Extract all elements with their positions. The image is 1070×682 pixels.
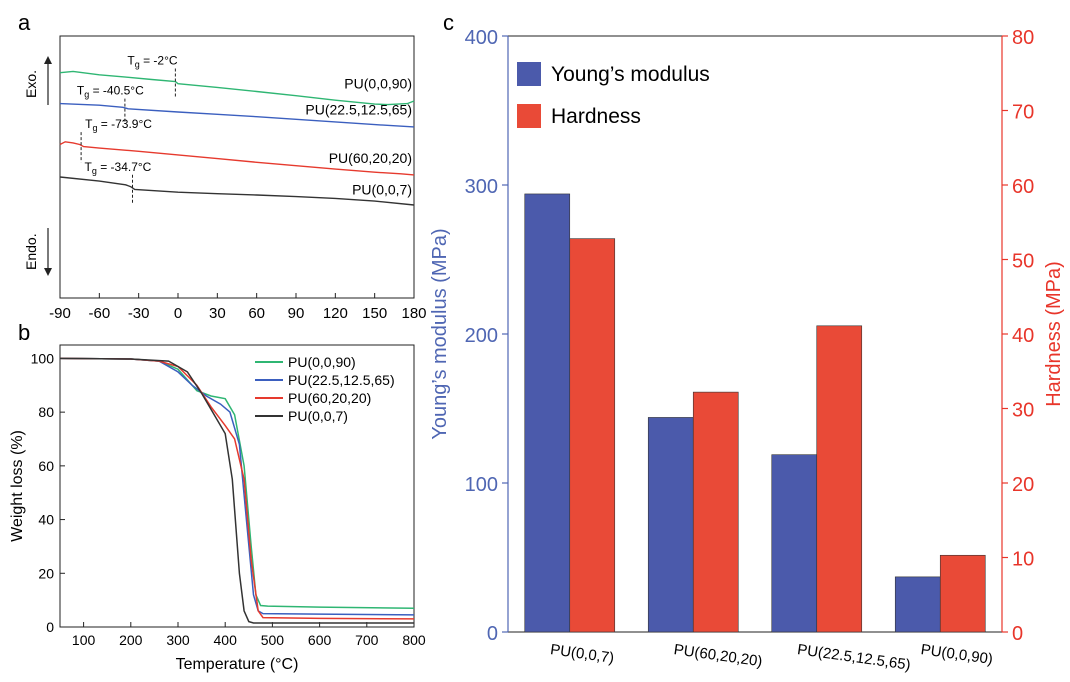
c-right-tick-label: 10 [1012,549,1034,571]
panel-c-right-ylabel: Hardness (MPa) [1043,261,1065,407]
b-y-tick-label: 80 [38,404,54,420]
b-legend-label: PU(0,0,90) [288,354,356,370]
c-category-label: PU(0,0,7) [549,641,615,667]
a-x-tick-label: 180 [401,305,426,322]
c-legend-label: Hardness [551,105,641,128]
a-curve-pu-0-0-90 [59,70,415,106]
a-x-tick-label: 0 [174,305,182,322]
b-y-tick-label: 20 [38,565,54,581]
a-series-label: PU(22.5,12.5,65) [305,102,412,118]
panel-a-letter: a [18,10,31,35]
b-curve-pu-0-0-7 [59,357,414,624]
a-x-tick-label: 120 [323,305,348,322]
panel-c-left-ylabel: Young’s modulus (MPa) [429,228,451,439]
panel-c-letter: c [443,10,454,35]
a-x-tick-label: -90 [49,305,71,322]
panel-b-tga-chart: 100 200 300 400 500 600 700 800 0 20 40 60 80 100 PU(… [9,344,426,673]
c-legend-swatch [517,104,541,128]
c-left-tick-label: 400 [465,27,498,49]
panel-a-dsc-chart: -90 -60 -30 0 30 60 90 120 150 180 PU(0,0,90) Tg =… [23,35,427,322]
b-curve-pu-60-20-20 [59,357,415,620]
c-bar-young-s-modulus-pu-0-0-90 [894,576,941,633]
c-bar-hardness-pu-0-0-90 [939,554,986,633]
a-curve-pu-22-5-12-5-65 [59,102,415,128]
panel-b-letter: b [18,320,30,345]
b-x-tick-label: 600 [308,632,332,648]
b-y-tick-label: 0 [46,619,54,635]
panel-a-frame [59,35,415,299]
c-left-tick-label: 200 [465,325,498,347]
b-curve-pu-0-0-90 [59,357,415,609]
c-category-label: PU(0,0,90) [920,641,994,668]
a-series-label: PU(60,20,20) [329,150,412,166]
a-tg-annotation: Tg = -2°C [127,53,178,69]
b-x-tick-label: 300 [166,632,190,648]
a-x-tick-label: 90 [288,305,305,322]
c-category-label: PU(60,20,20) [673,641,764,670]
c-right-tick-label: 70 [1012,102,1034,124]
c-bar-young-s-modulus-pu-60-20-20 [647,417,694,633]
a-x-tick-label: -60 [88,305,110,322]
c-left-tick-label: 100 [465,474,498,496]
panel-b-ylabel: Weight loss (%) [9,430,26,542]
a-tg-annotation: Tg = -73.9°C [85,117,152,133]
b-x-tick-label: 400 [214,632,238,648]
panel-b-xlabel: Temperature (°C) [176,656,299,673]
a-tg-annotation: Tg = -34.7°C [85,160,152,176]
c-bar-young-s-modulus-pu-0-0-7 [524,193,571,633]
c-right-tick-label: 50 [1012,251,1034,273]
a-curve-pu-0-0-7 [59,176,415,206]
a-series-label: PU(0,0,90) [344,75,412,91]
b-x-tick-label: 800 [402,632,426,648]
c-right-tick-label: 20 [1012,474,1034,496]
c-left-tick-label: 300 [465,176,498,198]
b-curve-pu-22-5-12-5-65 [59,357,415,616]
b-x-tick-label: 500 [261,632,285,648]
c-bar-young-s-modulus-pu-22-5-12-5-65 [771,454,818,633]
a-curve-pu-60-20-20 [59,141,415,176]
a-x-tick-label: 30 [209,305,226,322]
b-x-tick-label: 100 [72,632,96,648]
b-legend-label: PU(60,20,20) [288,390,371,406]
b-y-tick-label: 100 [31,350,55,366]
c-legend-label: Young’s modulus [551,63,710,86]
c-category-label: PU(22.5,12.5,65) [796,641,912,674]
a-x-tick-label: 150 [362,305,387,322]
a-x-tick-label: -30 [128,305,150,322]
c-bar-hardness-pu-0-0-7 [569,238,616,633]
b-legend-label: PU(22.5,12.5,65) [288,372,395,388]
panel-b-frame [59,344,415,628]
a-tg-annotation: Tg = -40.5°C [77,84,144,100]
c-bar-hardness-pu-60-20-20 [692,391,739,633]
c-legend-swatch [517,62,541,86]
panel-c-bar-chart: PU(0,0,7) PU(60,20,20) PU(22.5,12.5,65) PU(… [429,27,1065,674]
b-x-tick-label: 200 [119,632,143,648]
exo-label: Exo. [23,70,39,98]
endo-label: Endo. [23,233,39,270]
a-x-tick-label: 60 [248,305,265,322]
c-right-tick-label: 0 [1012,623,1023,645]
a-series-label: PU(0,0,7) [352,182,412,198]
c-bar-hardness-pu-22-5-12-5-65 [816,325,863,633]
c-right-tick-label: 60 [1012,176,1034,198]
b-y-tick-label: 40 [38,512,54,528]
c-left-tick-label: 0 [487,623,498,645]
c-right-tick-label: 80 [1012,27,1034,49]
c-right-tick-label: 40 [1012,325,1034,347]
b-x-tick-label: 700 [355,632,379,648]
b-y-tick-label: 60 [38,458,54,474]
c-right-tick-label: 30 [1012,400,1034,422]
b-legend-label: PU(0,0,7) [288,408,348,424]
